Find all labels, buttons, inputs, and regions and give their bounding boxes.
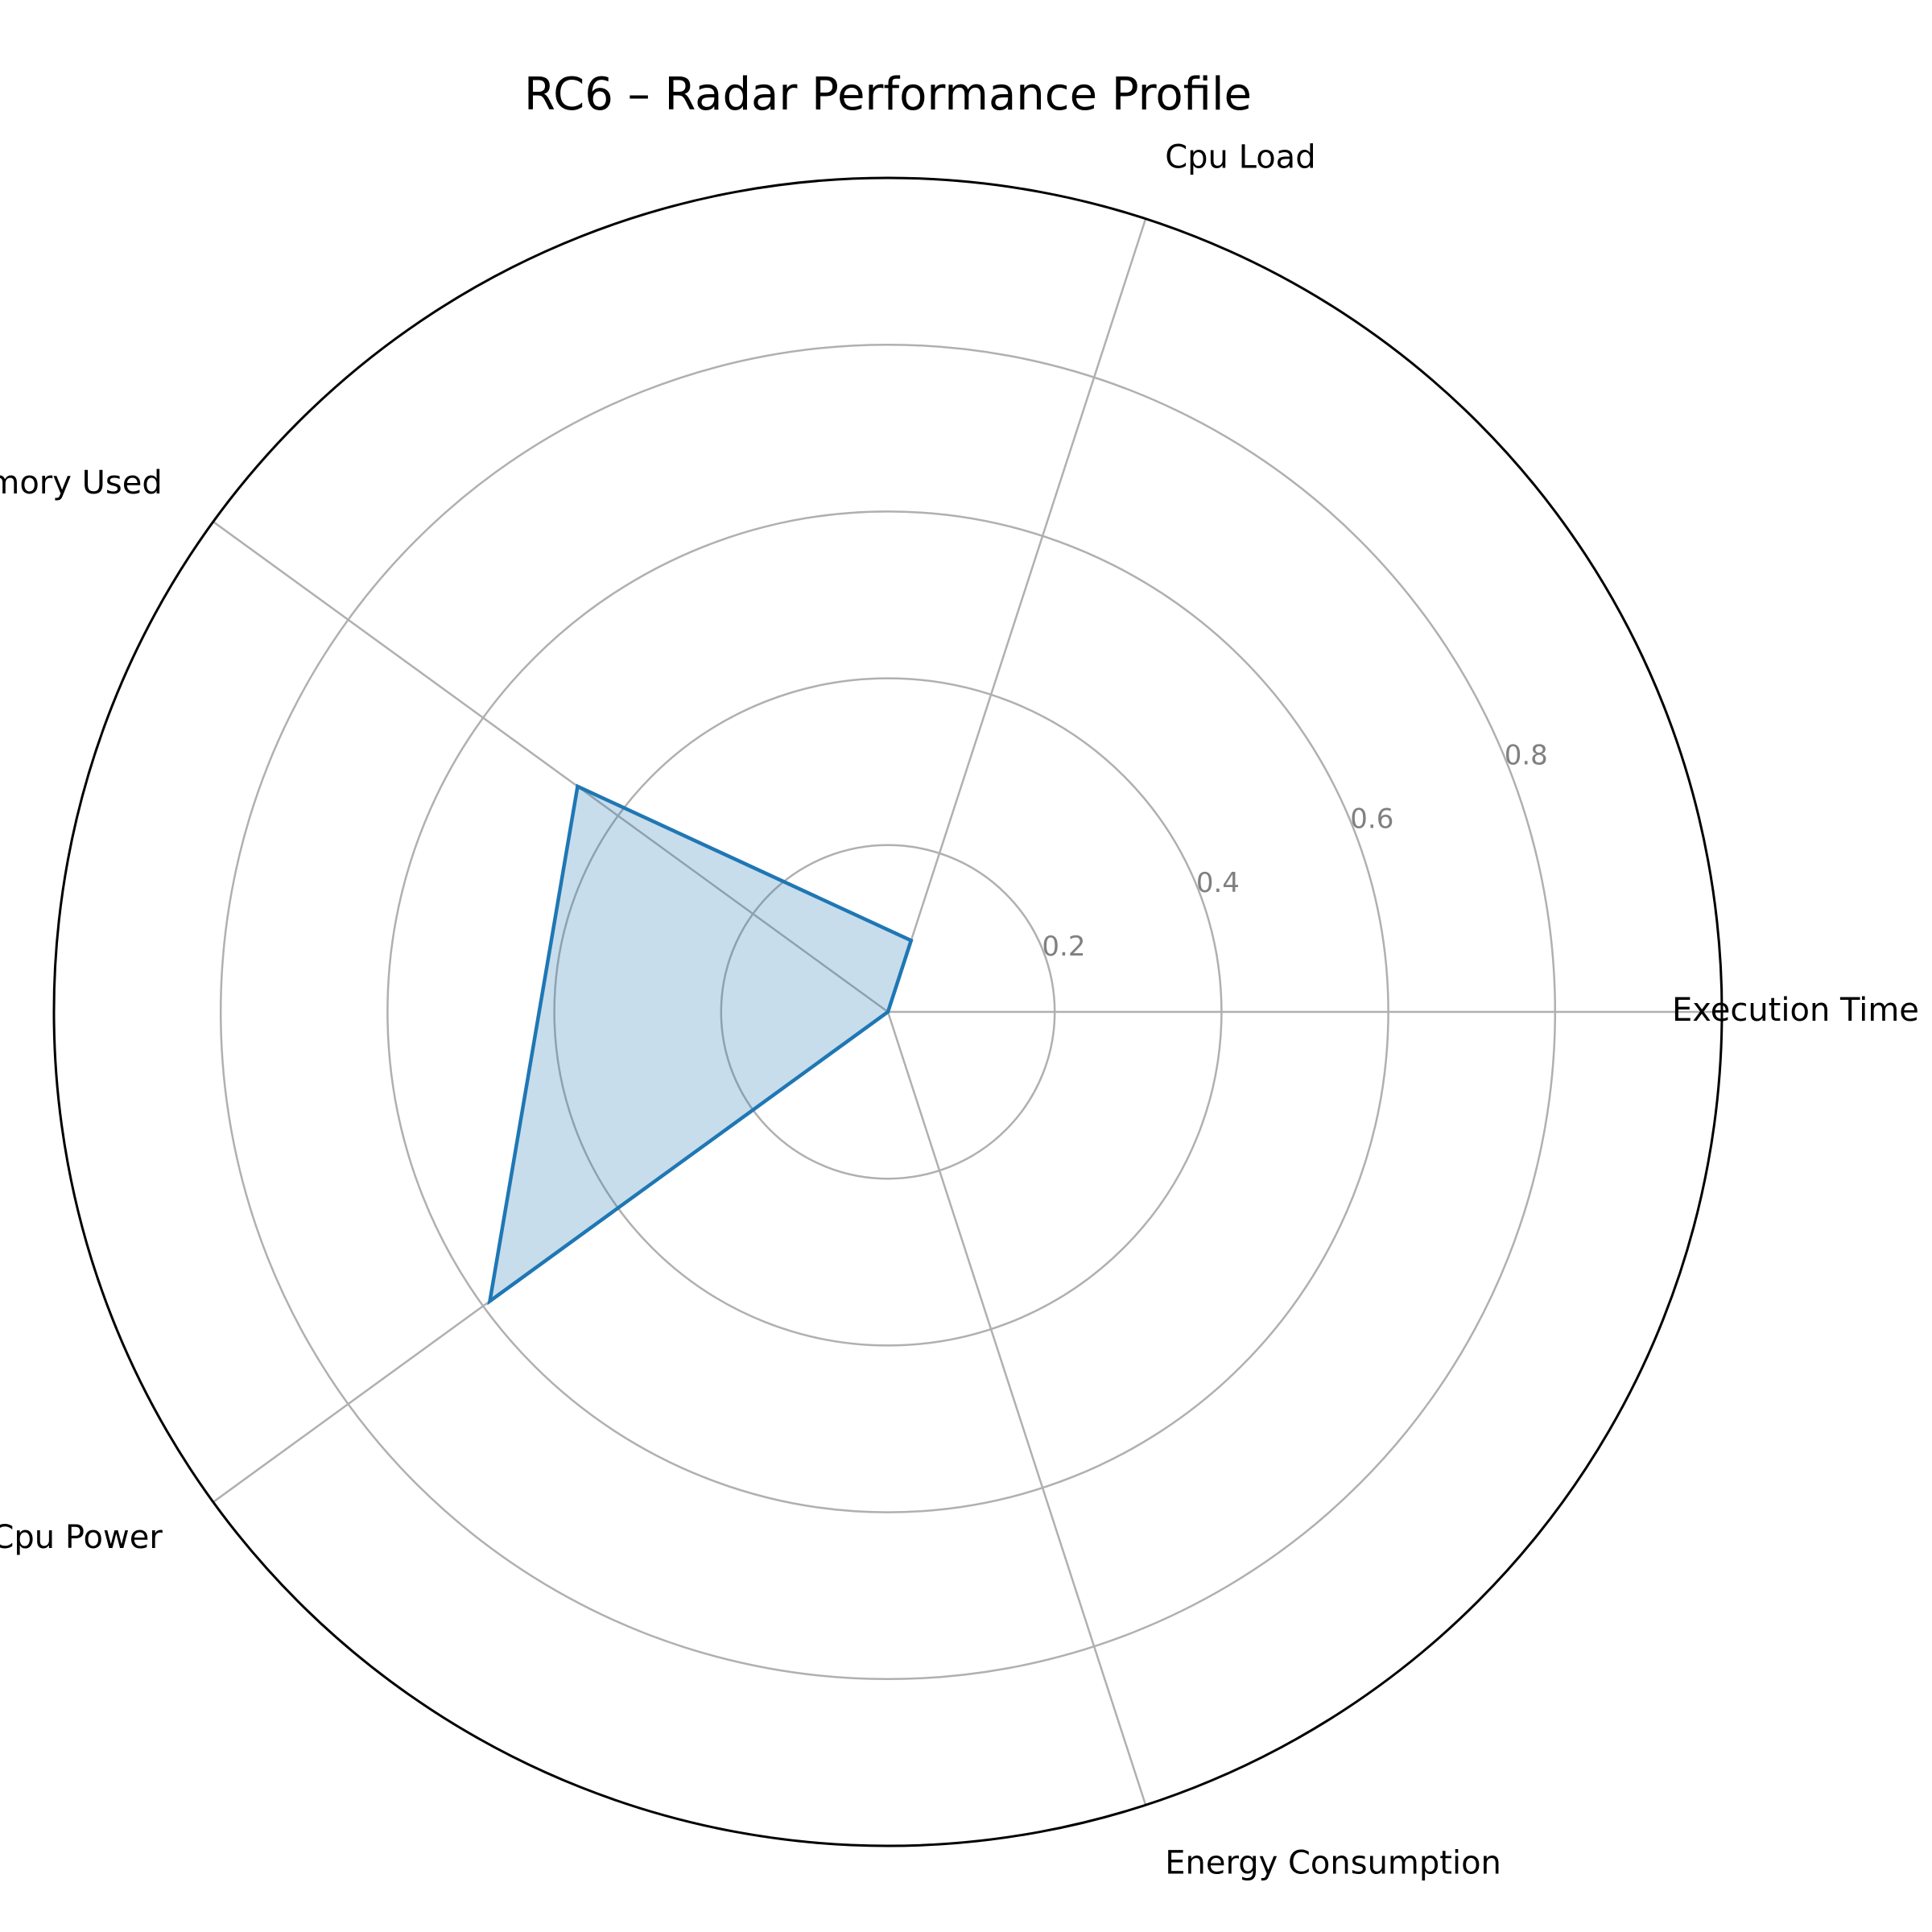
r-tick-label-0: 0.2 — [1042, 931, 1085, 963]
r-tick-label-1: 0.4 — [1196, 867, 1240, 899]
radar-series — [487, 783, 914, 1306]
series-area-0 — [489, 786, 911, 1302]
chart-title: RC6 – Radar Performance Profile — [524, 68, 1252, 121]
radar-labels: 0.2 0.4 0.6 0.8 Execution Time Cpu Load Memory… — [0, 139, 1919, 1882]
r-tick-label-2: 0.6 — [1350, 803, 1393, 836]
spoke-line-2 — [213, 521, 889, 1013]
axis-label-1: Cpu Load — [1165, 139, 1315, 176]
series-line-0 — [487, 783, 914, 1306]
axis-label-2: Memory Used — [0, 464, 163, 502]
axis-label-4: Energy Consumption — [1165, 1844, 1501, 1881]
axis-label-3: Cpu Power — [0, 1519, 163, 1556]
spoke-line-4 — [886, 1011, 1147, 1806]
r-tick-label-3: 0.8 — [1505, 739, 1548, 771]
spoke-line-1 — [886, 218, 1147, 1013]
axis-label-0: Execution Time — [1672, 992, 1919, 1029]
outer-ring — [52, 176, 1724, 1847]
